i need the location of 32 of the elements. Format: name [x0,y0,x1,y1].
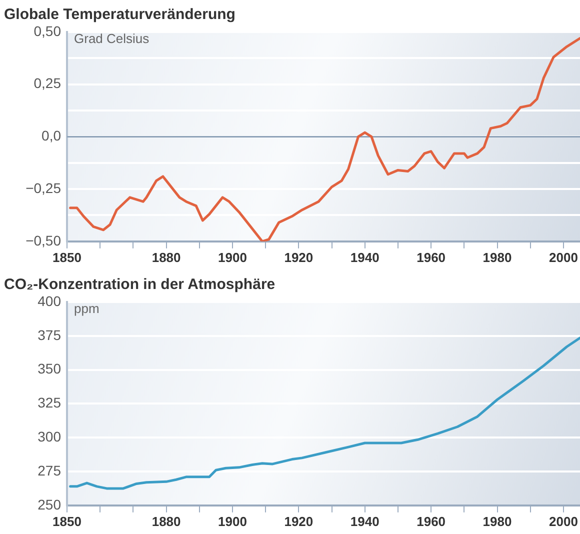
chart-title: Globale Temperaturveränderung [4,6,236,24]
x-tick-label: 2000 [548,250,578,265]
x-tick-label: 2000 [548,514,578,529]
x-tick-label: 1980 [482,250,512,265]
y-tick-label: 250 [38,496,62,512]
y-axis-title: Grad Celsius [74,31,150,46]
y-axis-title: ppm [74,301,100,316]
x-tick-label: 1880 [152,250,181,265]
x-tick-label: 1850 [52,250,82,265]
x-tick-label: 1850 [52,514,82,529]
y-tick-label: 0,50 [34,22,62,39]
x-tick-label: 1980 [482,514,512,529]
y-tick-label: 0,25 [34,75,62,92]
x-tick-label: 1960 [416,250,446,265]
x-tick-label: 1960 [416,514,446,529]
y-tick-label: 300 [38,428,62,444]
y-tick-label: 400 [38,292,62,309]
x-tick-label: 1900 [218,514,247,529]
y-tick-label: 350 [38,360,62,377]
y-tick-label: 0,0 [42,128,62,144]
x-tick-label: 1940 [350,250,380,265]
x-tick-label: 1920 [284,250,314,265]
x-tick-label: 1920 [284,514,314,529]
x-tick-label: 1900 [218,250,247,265]
x-tick-label: 1880 [152,514,181,529]
y-tick-label: 375 [38,326,62,343]
y-tick-label: 275 [38,462,62,478]
chart-title: CO₂-Konzentration in der Atmosphäre [4,276,276,294]
y-tick-label: −0,25 [26,180,62,196]
x-tick-label: 1940 [350,514,380,529]
y-tick-label: −0,50 [26,232,62,248]
y-tick-label: 325 [38,394,62,411]
